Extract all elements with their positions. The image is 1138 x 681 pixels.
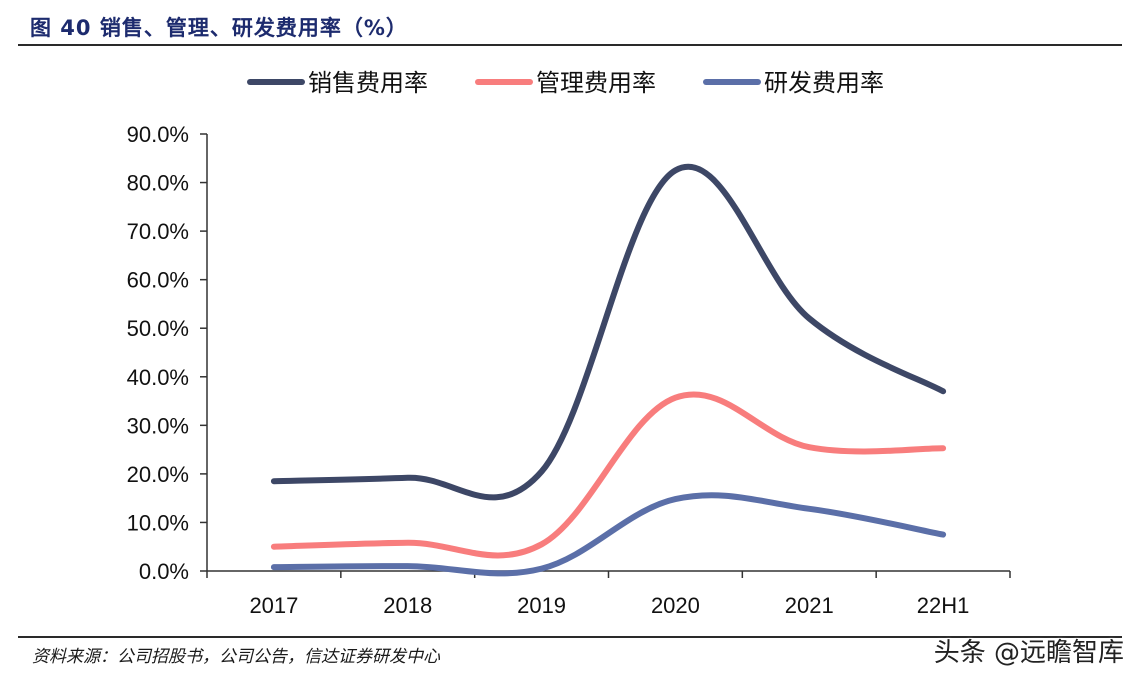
legend-label: 研发费用率 (764, 69, 884, 97)
legend-item-1: 销售费用率 (250, 69, 428, 97)
legend-label: 销售费用率 (308, 69, 428, 97)
y-tick-label: 70.0% (127, 219, 189, 244)
plot-lines (274, 167, 943, 574)
legend-label: 管理费用率 (536, 69, 656, 97)
source-note: 资料来源：公司招股书，公司公告，信达证券研发中心 (32, 642, 440, 667)
x-tick-label: 2018 (383, 593, 432, 618)
y-tick-label: 20.0% (127, 462, 189, 487)
x-tick-label: 22H1 (917, 593, 970, 618)
y-tick-label: 60.0% (127, 268, 189, 293)
watermark: 头条 @远瞻智库 (934, 632, 1124, 669)
x-tick-label: 2017 (249, 593, 298, 618)
x-axis: 2017 2018 2019 2020 2021 22H1 (207, 571, 1010, 618)
x-tick-label: 2019 (517, 593, 566, 618)
legend-item-2: 管理费用率 (478, 69, 656, 97)
legend-item-3: 研发费用率 (706, 69, 884, 97)
y-tick-label: 40.0% (127, 365, 189, 390)
y-tick-label: 0.0% (139, 559, 189, 584)
y-axis: 0.0% 10.0% 20.0% 30.0% 40.0% 50.0% 60.0% 70.0% 8… (127, 122, 207, 584)
chart-legend: 销售费用率 管理费用率 研发费用率 (250, 69, 884, 97)
x-tick-label: 2020 (651, 593, 700, 618)
series-line-3 (274, 495, 943, 573)
series-line-1 (274, 167, 943, 498)
y-tick-label: 90.0% (127, 122, 189, 147)
line-chart: 销售费用率 管理费用率 研发费用率 0.0% 10.0% 20.0% 30.0% 40.0%… (0, 0, 1138, 630)
y-tick-label: 80.0% (127, 171, 189, 196)
x-tick-label: 2021 (785, 593, 834, 618)
y-tick-label: 30.0% (127, 413, 189, 438)
y-tick-label: 10.0% (127, 510, 189, 535)
y-tick-label: 50.0% (127, 316, 189, 341)
